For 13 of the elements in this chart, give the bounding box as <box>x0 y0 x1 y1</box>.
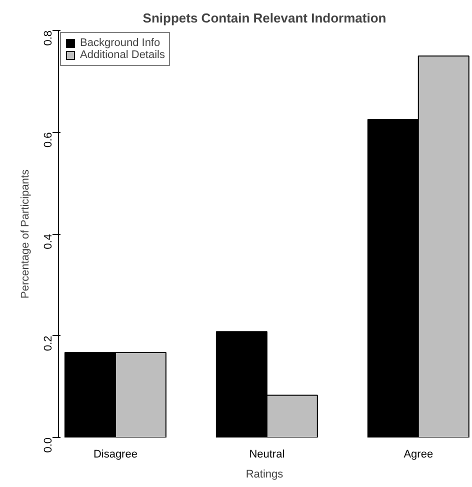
y-axis-title: Percentage of Participants <box>20 168 32 299</box>
x-tick-label: Agree <box>404 448 434 460</box>
x-tick-label: Disagree <box>93 448 138 460</box>
x-tick-label: Neutral <box>249 448 285 460</box>
chart-title: Snippets Contain Relevant Indormation <box>142 10 386 26</box>
y-tick-label: 0.6 <box>42 132 54 148</box>
y-tick-label: 0.0 <box>42 437 54 453</box>
x-axis-title: Ratings <box>246 468 284 480</box>
legend-label: Additional Details <box>80 49 165 61</box>
y-tick-label: 0.2 <box>42 336 54 352</box>
y-tick-label: 0.8 <box>42 30 54 46</box>
y-tick-label: 0.4 <box>42 234 54 250</box>
legend-label: Background Info <box>80 37 160 49</box>
